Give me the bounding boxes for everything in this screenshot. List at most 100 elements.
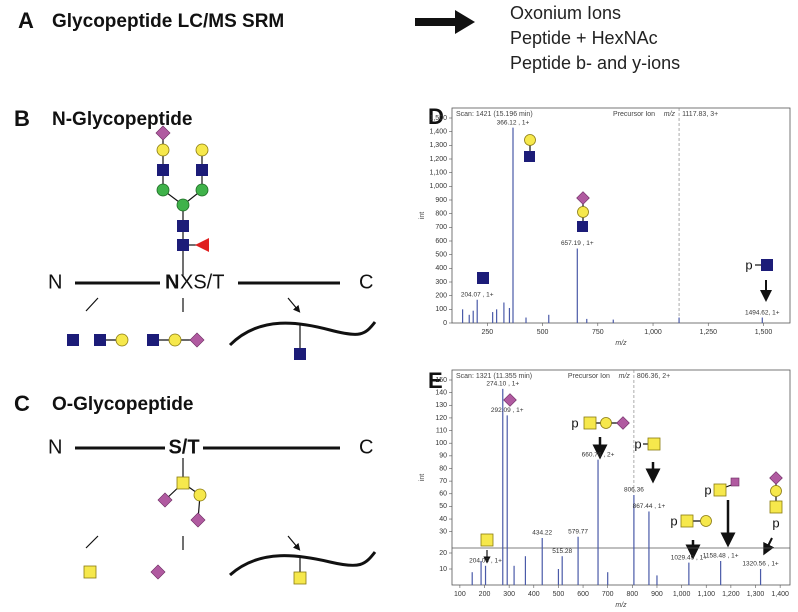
peak-label: 579.77 <box>568 528 588 535</box>
x-axis-label: m/z <box>615 340 627 347</box>
n-glycan <box>155 125 209 275</box>
y-tick-label: 800 <box>435 211 447 218</box>
c-term: C <box>359 271 373 293</box>
x-tick-label: 900 <box>651 591 663 598</box>
x-tick-label: 400 <box>528 591 540 598</box>
x-tick-label: 500 <box>553 591 565 598</box>
o-glycan <box>83 458 377 585</box>
peak-label: 1320.56 , 1+ <box>742 561 779 568</box>
y-tick-label: 100 <box>435 306 447 313</box>
x-tick-label: 1,400 <box>771 591 789 598</box>
x-tick-label: 1,250 <box>699 329 717 336</box>
y-tick-label: 150 <box>435 377 447 384</box>
x-tick-label: 1,000 <box>673 591 691 598</box>
y-tick-label: 60 <box>439 491 447 498</box>
peptide-marker: p <box>634 436 641 451</box>
x-tick-label: 1,000 <box>644 329 662 336</box>
peptide-marker: p <box>571 415 578 430</box>
peak-label: 657.19 , 1+ <box>561 240 594 247</box>
y-tick-label: 200 <box>435 293 447 300</box>
y-tick-label: 10 <box>439 566 447 573</box>
panel-title: Glycopeptide LC/MS SRM <box>52 11 284 32</box>
n-term: N <box>48 436 62 458</box>
peptide-marker: p <box>745 257 752 272</box>
peptide-marker: p <box>704 482 711 497</box>
output-text: Oxonium Ions <box>510 3 621 23</box>
peak-label: 366.12 , 1+ <box>497 119 530 126</box>
x-tick-label: 700 <box>602 591 614 598</box>
peak-label: 1494.62, 1+ <box>745 309 780 316</box>
y-tick-label: 1,100 <box>429 170 447 177</box>
x-tick-label: 500 <box>537 329 549 336</box>
y-tick-label: 500 <box>435 252 447 259</box>
y-tick-label: 1,500 <box>429 115 447 122</box>
y-tick-label: 100 <box>435 440 447 447</box>
peak-label: 204.09 , 1+ <box>469 558 502 565</box>
peptide-marker: p <box>670 513 677 528</box>
peak-label: 434.22 <box>532 530 552 537</box>
y-tick-label: 140 <box>435 389 447 396</box>
precursor-value: 806.36, 2+ <box>637 373 670 380</box>
panel-title: N-Glycopeptide <box>52 109 192 130</box>
y-tick-label: 20 <box>439 550 447 557</box>
precursor-mz-label: m/z <box>664 111 676 118</box>
panel-letter: D <box>428 104 444 129</box>
fragments <box>67 297 377 360</box>
x-tick-label: 800 <box>626 591 638 598</box>
x-tick-label: 750 <box>592 329 604 336</box>
glycan-icons <box>480 393 783 564</box>
site: XS/T <box>180 271 224 293</box>
x-tick-label: 1,500 <box>755 329 773 336</box>
c-term: C <box>359 436 373 458</box>
site: S/T <box>168 436 199 458</box>
y-axis-label: int <box>419 212 426 219</box>
x-tick-label: 250 <box>482 329 494 336</box>
y-tick-label: 80 <box>439 465 447 472</box>
panel-letter: E <box>428 368 443 393</box>
peak-label: 515.28 <box>552 548 572 555</box>
y-tick-label: 120 <box>435 415 447 422</box>
peak-label: 806.36 <box>624 487 644 494</box>
y-tick-label: 30 <box>439 529 447 536</box>
y-tick-label: 90 <box>439 453 447 460</box>
panel-letter: C <box>14 391 30 416</box>
site: N <box>165 271 179 293</box>
scan-label: Scan: 1321 (11.355 min) <box>456 373 532 380</box>
y-tick-label: 300 <box>435 279 447 286</box>
peak-label: 274.10 , 1+ <box>486 381 519 388</box>
y-tick-label: 70 <box>439 478 447 485</box>
x-axis-label: m/z <box>615 602 627 609</box>
x-tick-label: 1,200 <box>722 591 740 598</box>
output-text: Peptide b- and y-ions <box>510 53 680 73</box>
plot-frame <box>451 369 791 586</box>
peak-label: 292.09 , 1+ <box>491 407 524 414</box>
plot-frame <box>451 107 791 324</box>
y-tick-label: 700 <box>435 224 447 231</box>
y-tick-label: 110 <box>436 427 447 434</box>
y-tick-label: 1,000 <box>429 183 447 190</box>
precursor-label: Precursor Ion <box>568 373 610 380</box>
y-tick-label: 400 <box>435 265 447 272</box>
n-term: N <box>48 271 62 293</box>
panel-letter: B <box>14 106 30 131</box>
y-tick-label: 900 <box>435 197 447 204</box>
peak-label: 1029.49 , 1+ <box>671 554 708 561</box>
precursor-mz-label: m/z <box>619 373 631 380</box>
scan-label: Scan: 1421 (15.196 min) <box>456 111 533 118</box>
x-tick-label: 1,100 <box>697 591 715 598</box>
y-tick-label: 50 <box>439 503 447 510</box>
x-tick-label: 200 <box>479 591 491 598</box>
x-tick-label: 1,300 <box>747 591 765 598</box>
y-tick-label: 1,400 <box>429 129 447 136</box>
precursor-value: 1117.83, 3+ <box>682 111 718 118</box>
peak-label: 660.76 , 2+ <box>582 451 615 458</box>
peak-label: 1158.48 , 1+ <box>703 553 739 560</box>
panel-title: O-Glycopeptide <box>52 394 193 415</box>
y-tick-label: 1,200 <box>429 156 447 163</box>
y-tick-label: 130 <box>435 402 447 409</box>
x-tick-label: 600 <box>577 591 589 598</box>
y-tick-label: 1,300 <box>429 142 447 149</box>
y-tick-label: 0 <box>443 320 447 327</box>
y-axis-label: int <box>419 474 426 481</box>
